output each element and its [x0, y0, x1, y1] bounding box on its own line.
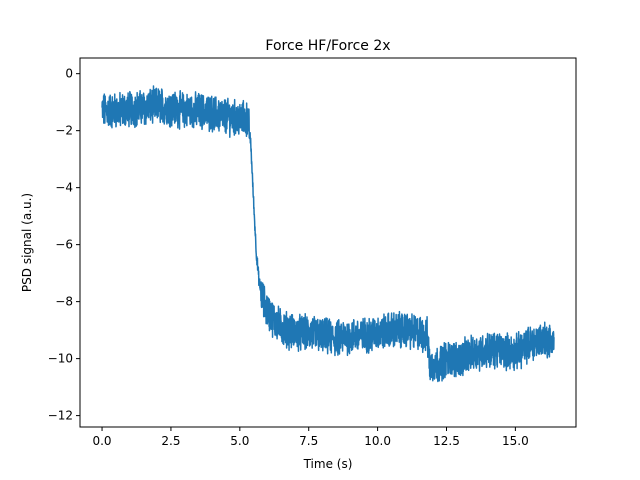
y-tick-label: −2 [55, 124, 73, 138]
y-tick-label: −12 [48, 409, 73, 423]
y-tick-label: −6 [55, 238, 73, 252]
y-tick-label: 0 [65, 67, 73, 81]
x-tick-label: 5.0 [230, 434, 249, 448]
y-tick-label: −10 [48, 352, 73, 366]
y-axis: 0 −2 −4 −6 −8 −10 −12 [48, 67, 80, 423]
plot-area [79, 57, 577, 428]
x-axis: 0.0 2.5 5.0 7.5 10.0 12.5 15.0 [92, 427, 529, 448]
plot-frame [79, 57, 577, 428]
x-tick-label: 7.5 [299, 434, 318, 448]
y-tick-label: −4 [55, 181, 73, 195]
x-tick-label: 12.5 [433, 434, 460, 448]
x-tick-label: 15.0 [502, 434, 529, 448]
y-tick-label: −8 [55, 295, 73, 309]
chart-title: Force HF/Force 2x [265, 38, 390, 54]
x-tick-label: 0.0 [92, 434, 111, 448]
x-tick-label: 2.5 [161, 434, 180, 448]
x-tick-label: 10.0 [364, 434, 391, 448]
psd-signal-line [101, 85, 555, 383]
x-axis-label: Time (s) [303, 457, 353, 471]
y-axis-label: PSD signal (a.u.) [20, 193, 34, 292]
